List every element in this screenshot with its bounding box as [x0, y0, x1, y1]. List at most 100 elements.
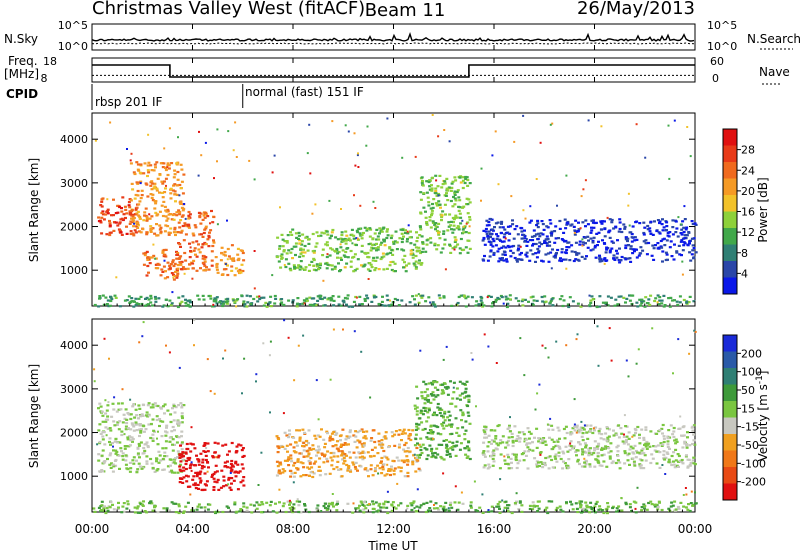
power-cell [550, 234, 553, 237]
velocity-cell [441, 507, 445, 510]
velocity-cell [190, 509, 194, 512]
velocity-cell [110, 415, 114, 418]
velocity-cell [340, 475, 344, 478]
power-cell [311, 250, 315, 253]
velocity-cell [211, 455, 215, 458]
velocity-cell [139, 431, 143, 434]
velocity-cell [692, 456, 696, 459]
velocity-cell [129, 467, 133, 470]
velocity-cell [141, 504, 145, 507]
power-noise-cell [191, 277, 194, 280]
power-cell [340, 258, 343, 261]
power-cell [492, 240, 496, 243]
power-cell [273, 294, 277, 298]
power-cell [398, 237, 402, 240]
velocity-cell [173, 471, 177, 474]
power-cell [497, 247, 501, 250]
velocity-cell [326, 432, 329, 435]
velocity-cell [604, 432, 608, 435]
power-cell [601, 239, 604, 242]
power-cell [488, 255, 492, 258]
velocity-cell [354, 461, 358, 464]
power-cell [175, 257, 179, 260]
velocity-cell [303, 504, 307, 507]
power-cell [450, 304, 454, 307]
velocity-cell [298, 429, 301, 432]
power-cell [653, 220, 656, 223]
velocity-cell [617, 424, 621, 427]
velocity-cell [372, 507, 376, 511]
power-colorbar-segment [723, 162, 737, 179]
power-cell [149, 294, 153, 297]
velocity-cell [427, 407, 431, 410]
power-cell [298, 268, 302, 271]
velocity-noise-cell [546, 423, 549, 426]
velocity-cell [578, 500, 582, 503]
velocity-cell [676, 453, 680, 456]
power-noise-cell [328, 199, 331, 202]
power-cell [393, 240, 397, 243]
velocity-cell [224, 484, 228, 487]
power-cell [105, 233, 109, 236]
power-cell [159, 230, 163, 233]
velocity-cell [532, 505, 536, 508]
power-cell [352, 255, 356, 259]
velocity-cell [459, 398, 462, 401]
velocity-cell [459, 442, 463, 445]
power-cell [402, 266, 405, 269]
velocity-cell [235, 471, 239, 474]
power-noise-cell [443, 129, 446, 131]
velocity-cell [427, 382, 431, 385]
velocity-cell [541, 466, 545, 469]
velocity-cell [143, 510, 147, 513]
power-cell [688, 240, 692, 243]
power-cell [339, 246, 343, 249]
velocity-cell [149, 406, 153, 409]
velocity-cell [307, 453, 311, 456]
power-cell [570, 250, 574, 253]
velocity-cell [662, 440, 666, 444]
velocity-cell [320, 452, 324, 455]
power-cell [172, 264, 176, 268]
power-cell [528, 221, 532, 224]
velocity-cell [124, 463, 128, 466]
velocity-cell [151, 439, 155, 442]
power-cell [303, 244, 307, 248]
velocity-cell [228, 486, 232, 489]
power-cell [489, 218, 493, 221]
power-cell [118, 222, 122, 225]
velocity-cell [397, 466, 401, 469]
power-cell [500, 222, 503, 225]
velocity-noise-cell [419, 349, 422, 352]
power-cell [202, 269, 206, 272]
velocity-cell [531, 441, 534, 444]
velocity-cell [535, 465, 539, 468]
velocity-cell [666, 435, 670, 438]
velocity-cell [383, 435, 387, 438]
power-cell [186, 299, 190, 302]
power-cell [494, 299, 498, 302]
velocity-cell [268, 504, 272, 507]
velocity-cell [393, 467, 397, 470]
velocity-cell [126, 436, 130, 439]
velocity-cell [691, 504, 695, 507]
velocity-cell [325, 457, 329, 460]
power-noise-cell [227, 130, 230, 133]
power-cell [380, 256, 384, 259]
power-cell [219, 259, 223, 262]
power-cell [290, 233, 294, 236]
velocity-cell [558, 505, 562, 508]
velocity-cell [173, 458, 177, 461]
power-cell [362, 264, 366, 268]
power-cell [246, 301, 250, 304]
power-cell [144, 251, 148, 255]
velocity-cell [312, 462, 316, 465]
velocity-cell [196, 505, 200, 508]
power-cell [129, 232, 133, 236]
power-cell [577, 228, 581, 231]
power-cell [584, 225, 587, 228]
velocity-cell [357, 451, 361, 454]
velocity-cell [426, 437, 430, 440]
velocity-noise-cell [565, 344, 568, 347]
power-cell [462, 248, 466, 251]
